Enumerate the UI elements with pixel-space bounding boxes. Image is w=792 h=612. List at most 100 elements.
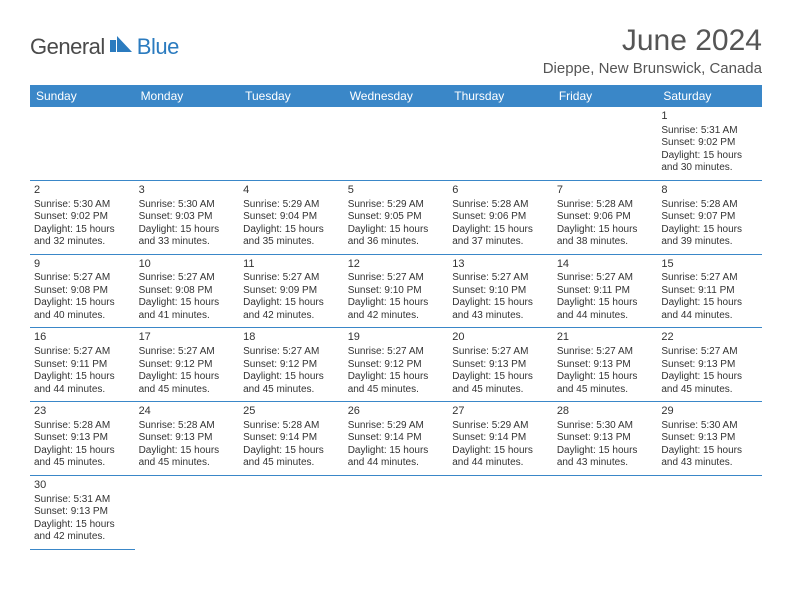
cell-text: Sunrise: 5:27 AM	[348, 272, 445, 285]
calendar-cell: 23Sunrise: 5:28 AMSunset: 9:13 PMDayligh…	[30, 402, 135, 476]
cell-text: Daylight: 15 hours	[243, 297, 340, 310]
cell-text: Daylight: 15 hours	[557, 297, 654, 310]
calendar-cell: 17Sunrise: 5:27 AMSunset: 9:12 PMDayligh…	[135, 328, 240, 402]
cell-text: Daylight: 15 hours	[348, 445, 445, 458]
cell-text: and 45 minutes.	[139, 384, 236, 397]
day-number: 13	[452, 258, 549, 272]
cell-text: Sunset: 9:14 PM	[348, 432, 445, 445]
cell-text: Sunset: 9:02 PM	[661, 137, 758, 150]
cell-text: Sunset: 9:03 PM	[139, 211, 236, 224]
cell-text: Sunset: 9:11 PM	[661, 285, 758, 298]
cell-text: Daylight: 15 hours	[661, 150, 758, 163]
calendar-row: 9Sunrise: 5:27 AMSunset: 9:08 PMDaylight…	[30, 254, 762, 328]
cell-text: Sunrise: 5:29 AM	[348, 420, 445, 433]
calendar-table: Sunday Monday Tuesday Wednesday Thursday…	[30, 85, 762, 550]
cell-text: Sunset: 9:11 PM	[34, 359, 131, 372]
cell-text: and 41 minutes.	[139, 310, 236, 323]
cell-text: Sunrise: 5:30 AM	[661, 420, 758, 433]
cell-text: Sunrise: 5:27 AM	[661, 272, 758, 285]
cell-text: Daylight: 15 hours	[452, 445, 549, 458]
calendar-cell: 24Sunrise: 5:28 AMSunset: 9:13 PMDayligh…	[135, 402, 240, 476]
cell-text: Sunset: 9:13 PM	[661, 432, 758, 445]
cell-text: Daylight: 15 hours	[34, 297, 131, 310]
weekday-header: Tuesday	[239, 85, 344, 107]
calendar-cell: 18Sunrise: 5:27 AMSunset: 9:12 PMDayligh…	[239, 328, 344, 402]
flag-icon	[110, 36, 134, 59]
day-number: 8	[661, 184, 758, 198]
cell-text: Daylight: 15 hours	[139, 297, 236, 310]
cell-text: and 44 minutes.	[661, 310, 758, 323]
calendar-cell: 30Sunrise: 5:31 AMSunset: 9:13 PMDayligh…	[30, 475, 135, 549]
cell-text: Sunset: 9:08 PM	[34, 285, 131, 298]
day-number: 10	[139, 258, 236, 272]
cell-text: Sunrise: 5:28 AM	[243, 420, 340, 433]
day-number: 6	[452, 184, 549, 198]
day-number: 16	[34, 331, 131, 345]
cell-text: and 42 minutes.	[243, 310, 340, 323]
cell-text: Sunset: 9:12 PM	[243, 359, 340, 372]
day-number: 4	[243, 184, 340, 198]
calendar-cell: 5Sunrise: 5:29 AMSunset: 9:05 PMDaylight…	[344, 180, 449, 254]
calendar-cell: 13Sunrise: 5:27 AMSunset: 9:10 PMDayligh…	[448, 254, 553, 328]
cell-text: Sunrise: 5:29 AM	[452, 420, 549, 433]
day-number: 17	[139, 331, 236, 345]
calendar-row: 16Sunrise: 5:27 AMSunset: 9:11 PMDayligh…	[30, 328, 762, 402]
cell-text: Daylight: 15 hours	[557, 224, 654, 237]
cell-text: Sunset: 9:13 PM	[34, 432, 131, 445]
calendar-cell: 27Sunrise: 5:29 AMSunset: 9:14 PMDayligh…	[448, 402, 553, 476]
cell-text: and 32 minutes.	[34, 236, 131, 249]
cell-text: Sunset: 9:13 PM	[34, 506, 131, 519]
weekday-header: Wednesday	[344, 85, 449, 107]
day-number: 25	[243, 405, 340, 419]
cell-text: Sunset: 9:09 PM	[243, 285, 340, 298]
cell-text: Sunset: 9:14 PM	[243, 432, 340, 445]
calendar-cell: 12Sunrise: 5:27 AMSunset: 9:10 PMDayligh…	[344, 254, 449, 328]
calendar-cell	[553, 475, 658, 549]
cell-text: Sunrise: 5:27 AM	[34, 346, 131, 359]
cell-text: Sunrise: 5:30 AM	[34, 199, 131, 212]
cell-text: Sunrise: 5:28 AM	[34, 420, 131, 433]
calendar-cell: 22Sunrise: 5:27 AMSunset: 9:13 PMDayligh…	[657, 328, 762, 402]
cell-text: Sunrise: 5:31 AM	[661, 125, 758, 138]
day-number: 28	[557, 405, 654, 419]
day-number: 3	[139, 184, 236, 198]
cell-text: Sunset: 9:07 PM	[661, 211, 758, 224]
cell-text: Daylight: 15 hours	[661, 445, 758, 458]
cell-text: and 45 minutes.	[452, 384, 549, 397]
cell-text: Sunrise: 5:28 AM	[661, 199, 758, 212]
cell-text: and 44 minutes.	[34, 384, 131, 397]
cell-text: Daylight: 15 hours	[243, 371, 340, 384]
cell-text: Sunset: 9:10 PM	[348, 285, 445, 298]
logo: General Blue	[30, 34, 179, 60]
calendar-cell: 28Sunrise: 5:30 AMSunset: 9:13 PMDayligh…	[553, 402, 658, 476]
cell-text: Sunrise: 5:27 AM	[348, 346, 445, 359]
cell-text: Sunset: 9:08 PM	[139, 285, 236, 298]
cell-text: Sunrise: 5:28 AM	[557, 199, 654, 212]
cell-text: and 30 minutes.	[661, 162, 758, 175]
cell-text: and 38 minutes.	[557, 236, 654, 249]
calendar-cell	[344, 475, 449, 549]
calendar-cell: 21Sunrise: 5:27 AMSunset: 9:13 PMDayligh…	[553, 328, 658, 402]
calendar-row: 1Sunrise: 5:31 AMSunset: 9:02 PMDaylight…	[30, 107, 762, 180]
calendar-cell: 3Sunrise: 5:30 AMSunset: 9:03 PMDaylight…	[135, 180, 240, 254]
day-number: 20	[452, 331, 549, 345]
cell-text: Sunrise: 5:27 AM	[452, 346, 549, 359]
day-number: 27	[452, 405, 549, 419]
cell-text: Sunset: 9:10 PM	[452, 285, 549, 298]
calendar-cell	[135, 475, 240, 549]
calendar-cell	[135, 107, 240, 180]
calendar-cell	[448, 107, 553, 180]
calendar-cell: 1Sunrise: 5:31 AMSunset: 9:02 PMDaylight…	[657, 107, 762, 180]
cell-text: and 42 minutes.	[348, 310, 445, 323]
calendar-cell: 4Sunrise: 5:29 AMSunset: 9:04 PMDaylight…	[239, 180, 344, 254]
day-number: 12	[348, 258, 445, 272]
day-number: 1	[661, 110, 758, 124]
logo-text-blue: Blue	[137, 34, 179, 60]
cell-text: Sunset: 9:05 PM	[348, 211, 445, 224]
cell-text: Daylight: 15 hours	[661, 371, 758, 384]
cell-text: Sunset: 9:13 PM	[557, 432, 654, 445]
cell-text: and 45 minutes.	[243, 457, 340, 470]
day-number: 7	[557, 184, 654, 198]
calendar-cell	[239, 107, 344, 180]
calendar-row: 2Sunrise: 5:30 AMSunset: 9:02 PMDaylight…	[30, 180, 762, 254]
